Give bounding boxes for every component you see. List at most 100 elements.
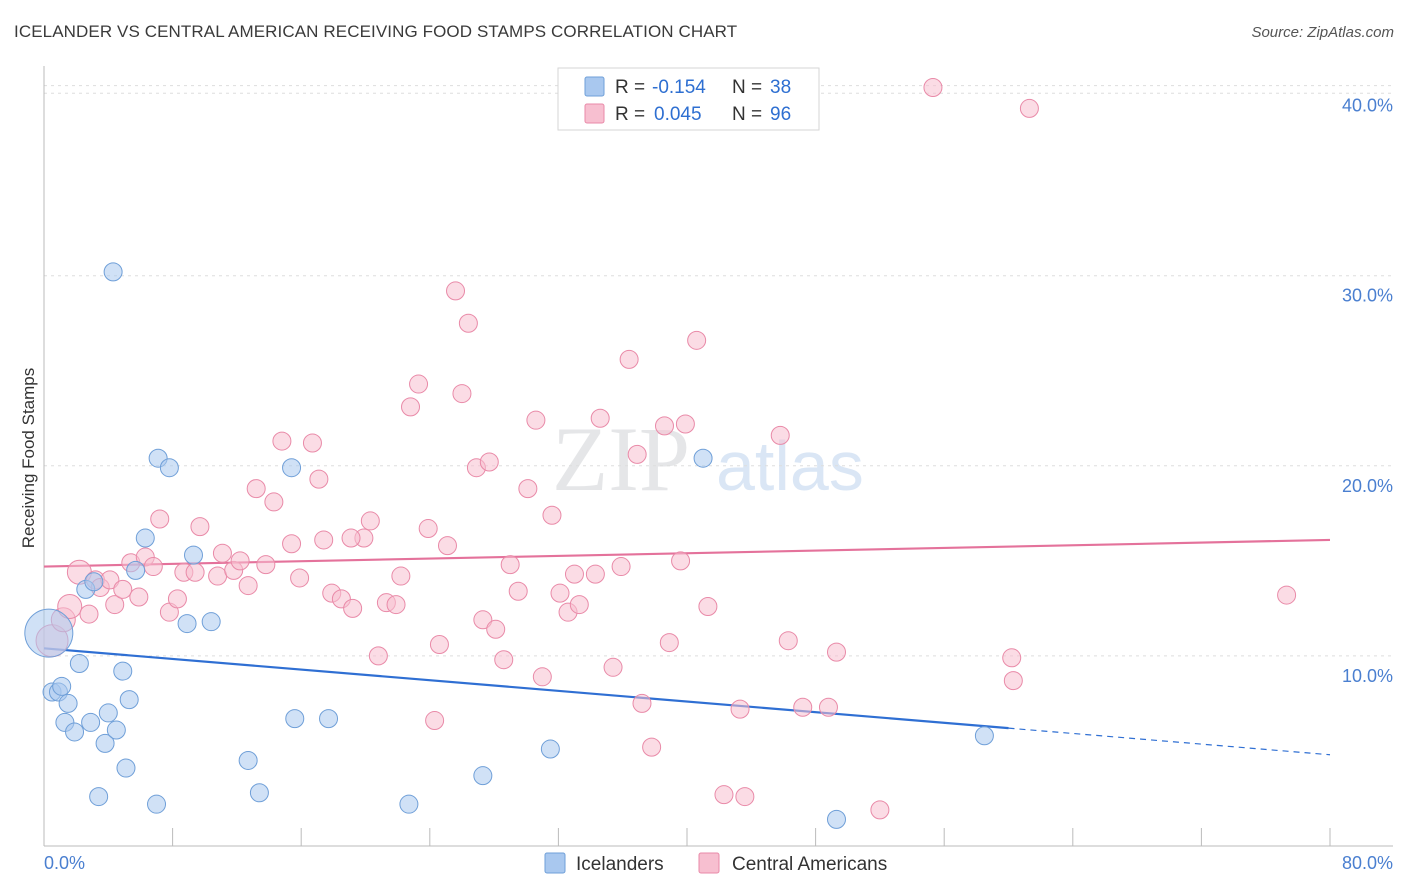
point-central-americans-46 bbox=[418, 519, 438, 539]
point-icelanders-9 bbox=[84, 572, 104, 592]
point-central-americans-74 bbox=[632, 693, 652, 713]
point-central-americans-25 bbox=[246, 479, 266, 499]
point-central-americans-33 bbox=[314, 530, 334, 550]
point-icelanders-33 bbox=[473, 766, 493, 786]
gridlines bbox=[44, 85, 1393, 657]
point-central-americans-2 bbox=[57, 593, 83, 619]
point-icelanders-19 bbox=[103, 262, 123, 282]
point-central-americans-75 bbox=[642, 737, 662, 757]
point-central-americans-93 bbox=[1003, 671, 1023, 691]
point-central-americans-29 bbox=[282, 534, 302, 554]
point-icelanders-27 bbox=[238, 750, 258, 770]
point-central-americans-4 bbox=[79, 604, 99, 624]
point-icelanders-23 bbox=[147, 794, 167, 814]
point-central-americans-24 bbox=[238, 576, 258, 596]
point-icelanders-16 bbox=[116, 758, 136, 778]
point-central-americans-67 bbox=[569, 595, 589, 615]
point-central-americans-48 bbox=[429, 634, 449, 654]
point-central-americans-23 bbox=[230, 551, 250, 571]
x-tick-label-max: 80.0% bbox=[1342, 853, 1393, 873]
bottom-legend-swatch-icelanders bbox=[544, 852, 566, 874]
point-icelanders-13 bbox=[98, 703, 118, 723]
point-central-americans-62 bbox=[532, 667, 552, 687]
legend-r-value-1: -0.154 bbox=[652, 77, 706, 98]
y-tick-labels: 10.0% 20.0% 30.0% 40.0% bbox=[1342, 96, 1393, 686]
y-axis-label: Receiving Food Stamps bbox=[19, 368, 38, 548]
y-tick-label-2: 30.0% bbox=[1342, 286, 1393, 306]
data-points bbox=[24, 78, 1297, 829]
y-tick-label-0: 10.0% bbox=[1342, 666, 1393, 686]
bottom-legend-label-icelanders: Icelanders bbox=[576, 854, 664, 875]
point-central-americans-76 bbox=[654, 416, 674, 436]
point-central-americans-54 bbox=[473, 610, 493, 630]
point-central-americans-69 bbox=[590, 408, 610, 428]
point-central-americans-44 bbox=[401, 397, 421, 417]
point-icelanders-0 bbox=[24, 608, 74, 658]
point-central-americans-21 bbox=[212, 543, 232, 563]
point-central-americans-18 bbox=[185, 562, 205, 582]
point-central-americans-38 bbox=[341, 528, 361, 548]
point-central-americans-64 bbox=[550, 583, 570, 603]
point-central-americans-52 bbox=[458, 313, 478, 333]
point-central-americans-94 bbox=[1019, 98, 1039, 118]
point-icelanders-20 bbox=[135, 528, 155, 548]
trend-line-0 bbox=[43, 647, 1009, 730]
point-icelanders-25 bbox=[183, 545, 203, 565]
point-icelanders-29 bbox=[282, 458, 302, 478]
point-central-americans-83 bbox=[730, 699, 750, 719]
point-central-americans-49 bbox=[437, 536, 457, 556]
point-central-americans-92 bbox=[1002, 648, 1022, 668]
point-central-americans-32 bbox=[309, 469, 329, 489]
point-icelanders-36 bbox=[826, 809, 846, 829]
point-central-americans-20 bbox=[208, 566, 228, 586]
point-central-americans-88 bbox=[818, 697, 838, 717]
point-icelanders-17 bbox=[119, 690, 139, 710]
point-central-americans-55 bbox=[479, 452, 499, 472]
watermark-atlas: atlas bbox=[716, 427, 864, 505]
point-icelanders-6 bbox=[65, 722, 85, 742]
point-central-americans-84 bbox=[735, 787, 755, 807]
point-icelanders-32 bbox=[399, 794, 419, 814]
point-central-americans-30 bbox=[290, 568, 310, 588]
point-icelanders-22 bbox=[159, 458, 179, 478]
legend-swatch-central-americans bbox=[584, 103, 605, 124]
axes bbox=[43, 66, 1393, 847]
legend-r-label-1: R = bbox=[615, 77, 645, 98]
point-icelanders-28 bbox=[249, 783, 269, 803]
point-icelanders-15 bbox=[113, 661, 133, 681]
point-central-americans-78 bbox=[671, 551, 691, 571]
point-central-americans-31 bbox=[302, 433, 322, 453]
point-central-americans-70 bbox=[603, 657, 623, 677]
point-central-americans-19 bbox=[190, 517, 210, 537]
point-icelanders-26 bbox=[201, 612, 221, 632]
point-icelanders-14 bbox=[106, 720, 126, 740]
point-central-americans-45 bbox=[409, 374, 429, 394]
point-central-americans-58 bbox=[500, 555, 520, 575]
point-central-americans-82 bbox=[714, 785, 734, 805]
point-central-americans-86 bbox=[778, 631, 798, 651]
point-central-americans-16 bbox=[167, 589, 187, 609]
point-central-americans-56 bbox=[486, 619, 506, 639]
bottom-legend-swatch-central-americans bbox=[698, 852, 720, 874]
point-central-americans-47 bbox=[425, 711, 445, 731]
point-central-americans-90 bbox=[870, 800, 890, 820]
point-central-americans-11 bbox=[129, 587, 149, 607]
correlation-legend: R = -0.154 N = 38 R = 0.045 N = 96 bbox=[557, 67, 820, 131]
point-icelanders-24 bbox=[177, 614, 197, 634]
point-central-americans-71 bbox=[611, 557, 631, 577]
point-central-americans-79 bbox=[675, 414, 695, 434]
point-central-americans-61 bbox=[526, 410, 546, 430]
point-central-americans-26 bbox=[256, 555, 276, 575]
legend-n-value-2: 96 bbox=[770, 104, 791, 125]
legend-swatch-icelanders bbox=[584, 76, 605, 97]
point-icelanders-10 bbox=[81, 712, 101, 732]
point-central-americans-51 bbox=[452, 384, 472, 404]
point-central-americans-80 bbox=[687, 330, 707, 350]
point-central-americans-89 bbox=[826, 642, 846, 662]
y-tick-label-3: 40.0% bbox=[1342, 96, 1393, 116]
point-central-americans-39 bbox=[360, 511, 380, 531]
point-icelanders-30 bbox=[285, 709, 305, 729]
point-central-americans-14 bbox=[150, 509, 170, 529]
point-central-americans-36 bbox=[343, 598, 363, 618]
